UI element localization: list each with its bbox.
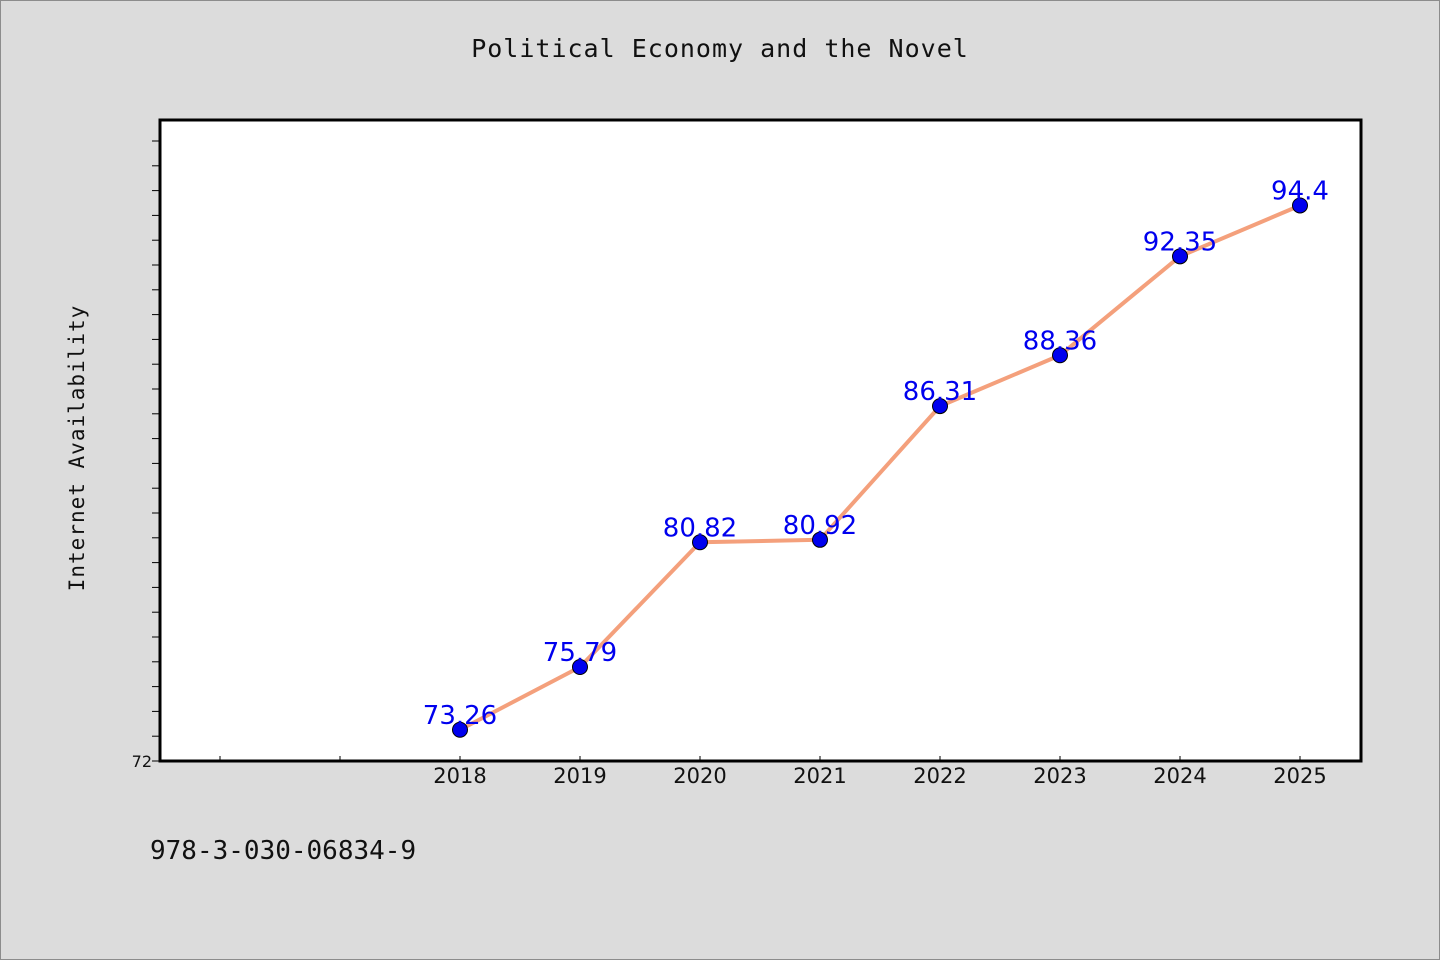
data-point-marker	[452, 721, 468, 738]
data-markers	[452, 197, 1308, 738]
data-label: 80.82	[663, 513, 737, 543]
data-point-marker	[572, 659, 588, 676]
y-axis-ticks: 72	[132, 140, 160, 771]
series-line	[458, 203, 1302, 732]
data-point-marker	[1172, 248, 1188, 265]
x-tick-label: 2022	[913, 764, 966, 788]
data-label: 80.92	[783, 511, 857, 541]
x-tick-label: 2020	[673, 764, 726, 788]
data-point-marker	[692, 534, 708, 551]
data-point-marker	[1052, 347, 1068, 364]
data-label: 94.4	[1271, 176, 1329, 206]
data-label: 86.31	[903, 377, 977, 407]
x-axis-ticks: 2018 2019 2020 2021 2022 2023 2024 2025	[219, 756, 1327, 788]
x-tick-label: 2019	[553, 764, 606, 788]
data-label: 92.35	[1143, 227, 1217, 257]
x-tick-label: 2025	[1273, 764, 1326, 788]
isbn-footer: 978-3-030-06834-9	[150, 836, 417, 866]
chart-title: Political Economy and the Novel	[471, 34, 969, 63]
plot-area	[158, 118, 1363, 763]
x-tick-label: 2024	[1153, 764, 1206, 788]
data-labels: 73.26 75.79 80.82 80.92 86.31 88.36 92.35 94.4	[423, 176, 1329, 730]
data-point-marker	[812, 531, 828, 548]
data-label: 73.26	[423, 701, 497, 731]
x-tick-label: 2018	[433, 764, 486, 788]
data-label: 88.36	[1023, 326, 1097, 356]
data-point-marker	[932, 398, 948, 415]
data-point-marker	[1292, 197, 1308, 214]
x-tick-label: 2023	[1033, 764, 1086, 788]
x-tick-label: 2021	[793, 764, 846, 788]
y-tick-label: 72	[132, 752, 152, 771]
data-label: 75.79	[543, 638, 617, 668]
